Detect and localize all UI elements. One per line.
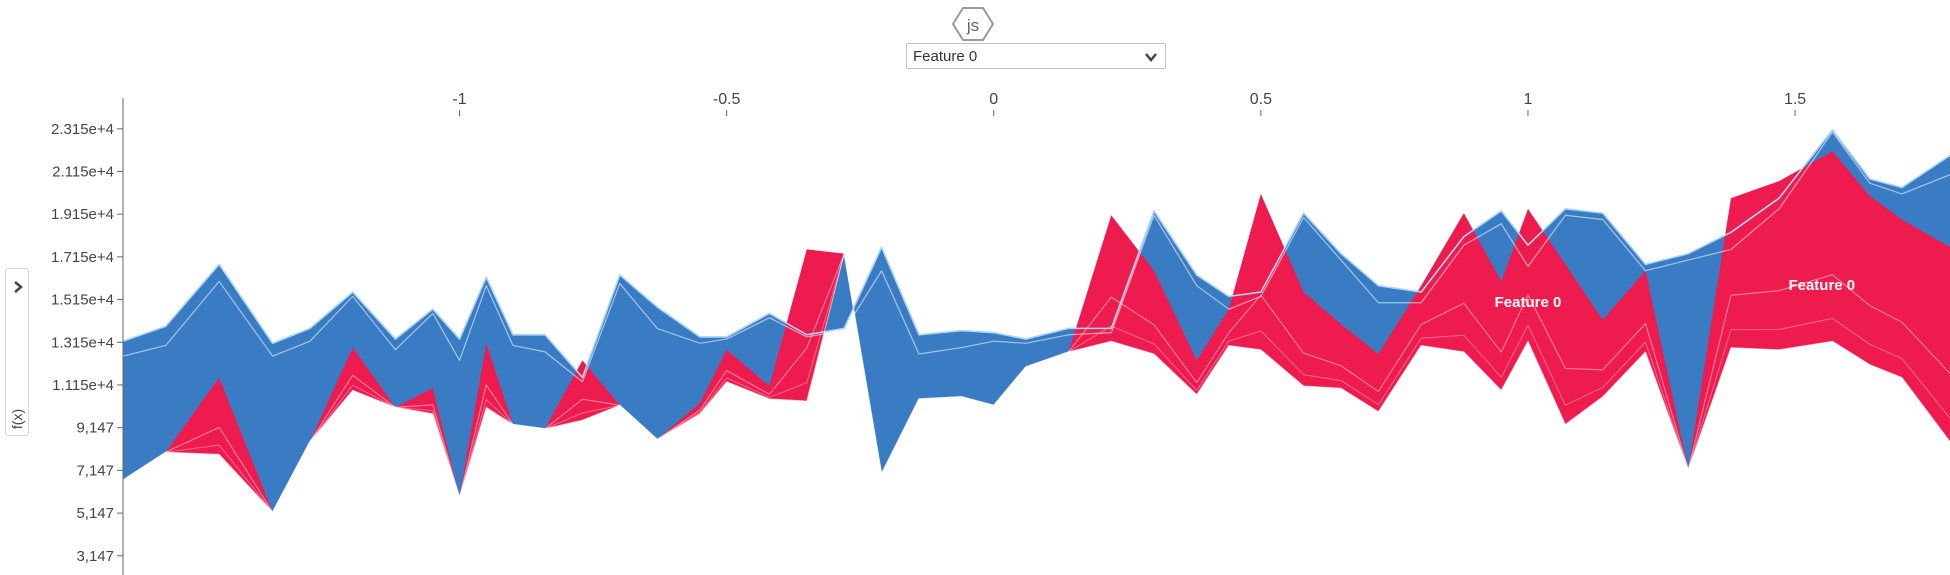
chart-annotations: Feature 0 Feature 0 [1495, 277, 1856, 311]
y-tick-label: 2.315e+4 [51, 121, 114, 138]
chevron-down-icon [1145, 53, 1157, 62]
y-tick-label: 7,147 [76, 462, 114, 479]
y-tick-label: 1.915e+4 [51, 206, 114, 223]
feature-annotation-label: Feature 0 [1788, 277, 1855, 294]
js-badge: js [951, 4, 995, 44]
chart-edges [122, 129, 1950, 513]
y-tick-label: 1.715e+4 [51, 249, 114, 266]
feature-annotation-label: Feature 0 [1495, 294, 1562, 311]
x-tick-label: 0.5 [1250, 91, 1272, 108]
y-tick-label: 2.115e+4 [52, 164, 114, 181]
y-tick-label: 1.315e+4 [51, 334, 114, 351]
chart-areas [123, 129, 1950, 512]
hexagon-js-icon [951, 7, 995, 41]
x-tick-label: 0 [989, 91, 998, 108]
y-axis-panel-toggle[interactable] [5, 268, 29, 436]
y-tick-label: 9,147 [76, 420, 114, 437]
positive-effect-area [123, 151, 1950, 512]
x-tick-label: -1 [452, 91, 466, 108]
bottom-edge-line [122, 253, 1950, 513]
y-tick-label: 3,147 [76, 548, 114, 565]
feature-select-value: Feature 0 [913, 48, 978, 65]
negative-effect-area [123, 129, 1950, 512]
chart-axes: 2.315e+4 2.115e+4 1.915e+4 1.715e+4 1.515e+4… [51, 91, 1806, 575]
x-tick-label: -0.5 [713, 91, 741, 108]
js-badge-text: js [966, 16, 979, 35]
chevron-right-icon [14, 281, 23, 293]
y-tick-label: 1.115e+4 [52, 377, 114, 394]
x-tick-label: 1.5 [1784, 91, 1806, 108]
top-edge-line [122, 129, 1950, 379]
negative-inner-boundary [122, 131, 1950, 383]
y-tick-label: 5,147 [76, 505, 114, 522]
y-tick-label: 1.515e+4 [51, 292, 114, 309]
x-tick-label: 1 [1524, 91, 1533, 108]
feature-select[interactable]: Feature 0 [906, 43, 1166, 69]
